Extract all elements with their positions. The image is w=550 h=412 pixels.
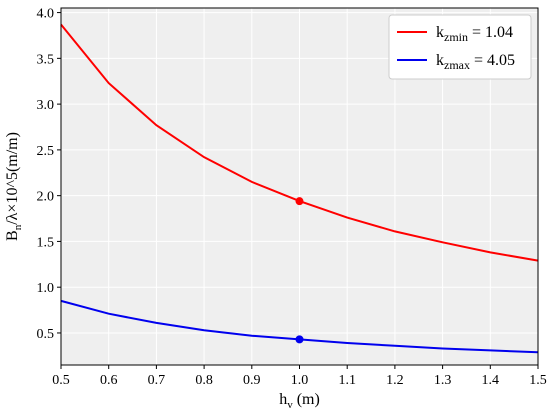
y-tick-label: 3.0 xyxy=(37,98,55,113)
y-tick-label: 0.5 xyxy=(37,327,55,342)
legend-label-kzmin-main: k xyxy=(436,24,444,41)
x-tick-label: 1.4 xyxy=(482,373,500,388)
x-axis-label: hv (m) xyxy=(279,391,320,411)
y-tick-label: 2.5 xyxy=(37,144,55,159)
y-tick-label: 1.5 xyxy=(37,235,55,250)
x-tick-label: 0.9 xyxy=(243,373,261,388)
legend-label-kzmin: kzmin = 1.04 xyxy=(436,24,513,44)
y-axis-label-sub: n xyxy=(12,224,24,230)
series-group xyxy=(60,23,539,354)
y-axis-label: Bn/λ×10^5(m/m) xyxy=(4,132,24,241)
y-axis-label-rest: /λ×10^5(m/m) xyxy=(4,132,21,225)
x-axis-label-rest: (m) xyxy=(293,391,320,408)
x-axis-label-main: h xyxy=(279,391,287,408)
legend: kzmin = 1.04 kzmax = 4.05 xyxy=(388,14,532,80)
legend-label-kzmax-main: k xyxy=(436,52,444,69)
legend-label-kzmin-sub: zmin xyxy=(444,30,468,44)
x-tick-label: 1.0 xyxy=(291,373,309,388)
y-tick-label: 3.5 xyxy=(37,52,55,67)
point-marker-zmax xyxy=(295,335,304,344)
y-tick-label: 4.0 xyxy=(37,7,55,22)
x-axis-label-sub: v xyxy=(287,399,293,411)
x-axis: 0.5 0.6 0.7 0.8 0.9 1.0 1.1 1.2 1.3 1.4 1.5 xyxy=(52,365,547,388)
y-axis-label-main: B xyxy=(4,230,21,241)
x-tick-label: 1.3 xyxy=(434,373,452,388)
x-tick-label: 0.6 xyxy=(100,373,118,388)
y-tick-label: 1.0 xyxy=(37,281,55,296)
legend-label-kzmax-rest: = 4.05 xyxy=(470,52,515,69)
x-tick-label: 0.8 xyxy=(195,373,213,388)
x-tick-label: 1.2 xyxy=(386,373,404,388)
y-axis: 0.5 1.0 1.5 2.0 2.5 3.0 3.5 4.0 xyxy=(37,7,61,342)
legend-label-kzmax: kzmax = 4.05 xyxy=(436,52,515,72)
y-tick-label: 2.0 xyxy=(37,190,55,205)
point-marker-zmin xyxy=(295,197,304,206)
x-tick-label: 0.7 xyxy=(148,373,166,388)
x-tick-label: 1.1 xyxy=(338,373,356,388)
legend-label-kzmax-sub: zmax xyxy=(444,58,470,72)
x-tick-label: 1.5 xyxy=(529,373,547,388)
legend-label-kzmin-rest: = 1.04 xyxy=(468,24,513,41)
x-tick-label: 0.5 xyxy=(52,373,70,388)
